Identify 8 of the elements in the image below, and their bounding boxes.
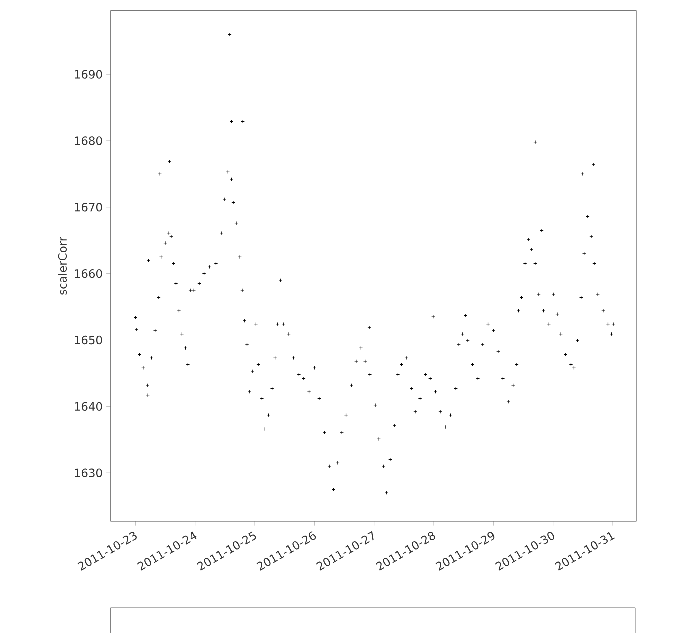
- y-tick-label: 1650: [75, 336, 102, 345]
- y-tick-label: 1680: [75, 136, 102, 146]
- y-tick-label: 1640: [75, 402, 102, 411]
- y-tick-label: 1660: [75, 269, 102, 278]
- y-axis-title: scalerCorr: [58, 236, 68, 295]
- y-tick-label: 1690: [75, 70, 102, 79]
- y-tick-label: 1670: [75, 203, 102, 212]
- y-tick-label: 1630: [75, 468, 102, 478]
